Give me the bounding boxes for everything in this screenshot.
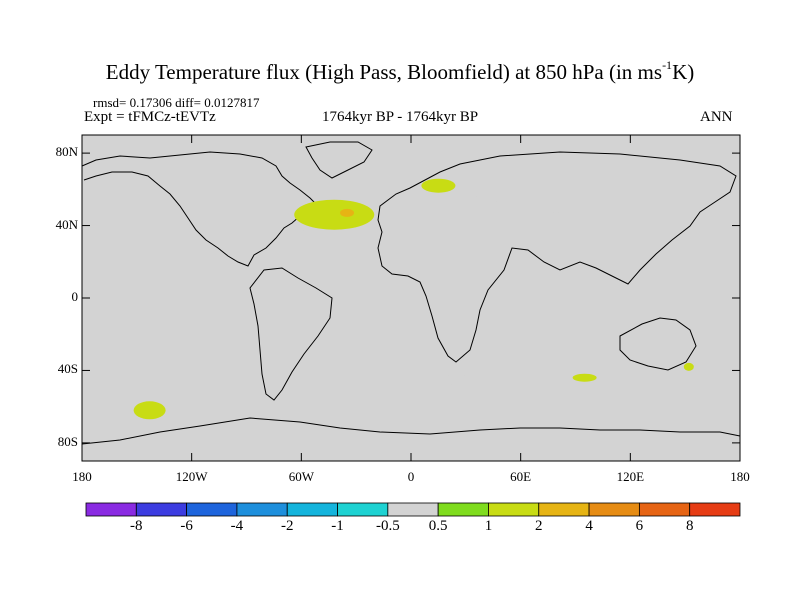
colorbar-label: -8 bbox=[130, 518, 143, 534]
colorbar bbox=[85, 502, 741, 517]
colorbar-swatch bbox=[135, 502, 188, 517]
season-label: ANN bbox=[700, 109, 733, 125]
anomaly-layer bbox=[133, 178, 694, 420]
colorbar-label: 0.5 bbox=[428, 518, 448, 534]
colorbar-swatch bbox=[236, 502, 288, 517]
coast-north-america bbox=[81, 151, 319, 267]
anomaly-contour bbox=[340, 208, 355, 217]
colorbar-swatch bbox=[689, 502, 741, 517]
anomaly-contour bbox=[677, 203, 694, 220]
colorbar-label: 1 bbox=[484, 518, 493, 534]
colorbar-label: -0.5 bbox=[375, 518, 400, 534]
lon-tick-label: 180 bbox=[72, 469, 92, 484]
coastlines bbox=[81, 141, 741, 445]
lat-tick-label: 40N bbox=[55, 216, 78, 232]
lon-tick-label: 120W bbox=[175, 469, 208, 484]
anomaly-contour bbox=[288, 230, 333, 243]
experiment-label: Expt = tFMCz-tEVTz bbox=[84, 109, 216, 125]
map-background bbox=[82, 135, 740, 461]
colorbar-label: 2 bbox=[535, 518, 543, 534]
anomaly-contour bbox=[476, 190, 503, 203]
period-label: 1764kyr BP - 1764kyr BP bbox=[322, 109, 479, 125]
colorbar-label: 4 bbox=[585, 518, 593, 534]
coast-greenland bbox=[305, 141, 373, 179]
colorbar-label: -6 bbox=[180, 518, 193, 534]
anomaly-contour bbox=[294, 199, 375, 230]
colorbar-label: 8 bbox=[685, 518, 694, 534]
colorbar-swatch bbox=[387, 502, 439, 517]
colorbar-swatch bbox=[638, 502, 691, 517]
lon-tick-label: 60E bbox=[510, 469, 532, 484]
colorbar-swatch bbox=[85, 502, 137, 517]
colorbar-swatch bbox=[538, 502, 590, 517]
colorbar-swatch bbox=[488, 502, 540, 517]
anomaly-contour bbox=[421, 178, 456, 193]
coast-eurasia-africa bbox=[377, 151, 737, 363]
lon-tick-label: 0 bbox=[407, 469, 415, 484]
colorbar-swatch bbox=[286, 502, 338, 517]
coast-antarctica bbox=[81, 417, 741, 445]
lon-tick-label: 180 bbox=[730, 469, 750, 484]
colorbar-swatch bbox=[337, 502, 389, 517]
colorbar-swatch bbox=[186, 502, 238, 517]
lon-tick-label: 120E bbox=[616, 469, 645, 484]
anomaly-contour bbox=[547, 212, 568, 229]
map-title: Eddy Temperature flux (High Pass, Bloomf… bbox=[105, 58, 695, 84]
colorbar-swatch bbox=[588, 502, 640, 517]
lat-tick-label: 0 bbox=[71, 289, 79, 304]
axis-ticks bbox=[81, 135, 741, 461]
lat-tick-label: 80N bbox=[55, 144, 78, 160]
lat-tick-label: 80S bbox=[57, 433, 78, 449]
coast-south-america bbox=[249, 267, 333, 401]
anomaly-contour bbox=[683, 362, 694, 371]
stats-text: rmsd= 0.17306 diff= 0.0127817 bbox=[93, 95, 260, 110]
coast-australia bbox=[619, 317, 697, 371]
colorbar-label: -2 bbox=[280, 518, 294, 534]
colorbar-swatch bbox=[437, 502, 489, 517]
colorbar-label: -1 bbox=[331, 518, 344, 534]
colorbar-label: -4 bbox=[230, 518, 244, 534]
colorbar-label: 6 bbox=[635, 518, 644, 534]
lat-tick-label: 40S bbox=[57, 361, 78, 377]
anomaly-contour bbox=[445, 373, 468, 386]
anomaly-contour bbox=[133, 401, 166, 420]
anomaly-contour bbox=[572, 373, 597, 382]
lon-tick-label: 60W bbox=[288, 469, 314, 484]
